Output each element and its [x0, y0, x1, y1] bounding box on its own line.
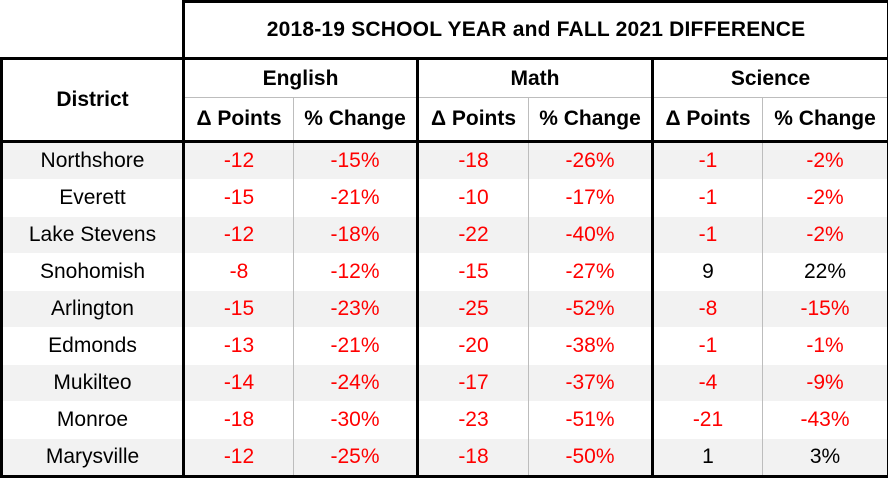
- english-points-cell: -15: [184, 291, 294, 328]
- science-change-cell: -2%: [763, 180, 888, 217]
- math-change-cell: -26%: [529, 142, 653, 180]
- subject-header-science: Science: [653, 59, 888, 98]
- table-title: 2018-19 SCHOOL YEAR and FALL 2021 DIFFER…: [184, 2, 888, 59]
- science-points-cell: -1: [653, 328, 763, 365]
- district-cell: Edmonds: [2, 328, 184, 365]
- math-change-cell: -27%: [529, 254, 653, 291]
- english-points-cell: -18: [184, 402, 294, 439]
- science-points-cell: 1: [653, 439, 763, 477]
- math-points-cell: -15: [418, 254, 529, 291]
- english-change-cell: -15%: [294, 142, 418, 180]
- district-cell: Arlington: [2, 291, 184, 328]
- english-change-cell: -30%: [294, 402, 418, 439]
- english-change-cell: -21%: [294, 180, 418, 217]
- english-change-cell: -25%: [294, 439, 418, 477]
- math-change-header: % Change: [529, 98, 653, 142]
- science-change-cell: -2%: [763, 142, 888, 180]
- math-change-cell: -38%: [529, 328, 653, 365]
- english-points-cell: -12: [184, 217, 294, 254]
- table-body: Northshore-12-15%-18-26%-1-2%Everett-15-…: [2, 142, 888, 477]
- math-points-header: Δ Points: [418, 98, 529, 142]
- math-points-cell: -17: [418, 365, 529, 402]
- district-cell: Northshore: [2, 142, 184, 180]
- science-change-cell: 3%: [763, 439, 888, 477]
- science-change-cell: -15%: [763, 291, 888, 328]
- english-change-cell: -21%: [294, 328, 418, 365]
- table-row: Mukilteo-14-24%-17-37%-4-9%: [2, 365, 888, 402]
- district-cell: Monroe: [2, 402, 184, 439]
- district-cell: Everett: [2, 180, 184, 217]
- math-change-cell: -51%: [529, 402, 653, 439]
- table-row: Arlington-15-23%-25-52%-8-15%: [2, 291, 888, 328]
- math-points-cell: -18: [418, 142, 529, 180]
- corner-blank: [2, 2, 184, 59]
- subject-header-english: English: [184, 59, 418, 98]
- math-change-cell: -40%: [529, 217, 653, 254]
- math-change-cell: -52%: [529, 291, 653, 328]
- science-points-cell: 9: [653, 254, 763, 291]
- science-points-cell: -1: [653, 180, 763, 217]
- english-change-cell: -12%: [294, 254, 418, 291]
- english-change-cell: -23%: [294, 291, 418, 328]
- math-points-cell: -23: [418, 402, 529, 439]
- math-change-cell: -37%: [529, 365, 653, 402]
- science-change-cell: -9%: [763, 365, 888, 402]
- district-cell: Lake Stevens: [2, 217, 184, 254]
- table-row: Everett-15-21%-10-17%-1-2%: [2, 180, 888, 217]
- math-change-cell: -17%: [529, 180, 653, 217]
- district-cell: Snohomish: [2, 254, 184, 291]
- english-points-cell: -13: [184, 328, 294, 365]
- math-change-cell: -50%: [529, 439, 653, 477]
- english-change-cell: -24%: [294, 365, 418, 402]
- english-points-cell: -8: [184, 254, 294, 291]
- english-change-cell: -18%: [294, 217, 418, 254]
- math-points-cell: -18: [418, 439, 529, 477]
- science-change-cell: -43%: [763, 402, 888, 439]
- district-cell: Mukilteo: [2, 365, 184, 402]
- table-row: Edmonds-13-21%-20-38%-1-1%: [2, 328, 888, 365]
- english-points-cell: -15: [184, 180, 294, 217]
- math-points-cell: -10: [418, 180, 529, 217]
- science-change-cell: 22%: [763, 254, 888, 291]
- english-change-header: % Change: [294, 98, 418, 142]
- math-points-cell: -22: [418, 217, 529, 254]
- district-cell: Marysville: [2, 439, 184, 477]
- science-points-cell: -8: [653, 291, 763, 328]
- science-change-header: % Change: [763, 98, 888, 142]
- science-points-cell: -1: [653, 217, 763, 254]
- english-points-header: Δ Points: [184, 98, 294, 142]
- english-points-cell: -12: [184, 142, 294, 180]
- english-points-cell: -12: [184, 439, 294, 477]
- math-points-cell: -20: [418, 328, 529, 365]
- science-change-cell: -2%: [763, 217, 888, 254]
- district-header: District: [2, 59, 184, 142]
- table-row: Lake Stevens-12-18%-22-40%-1-2%: [2, 217, 888, 254]
- science-points-header: Δ Points: [653, 98, 763, 142]
- english-points-cell: -14: [184, 365, 294, 402]
- table-row: Northshore-12-15%-18-26%-1-2%: [2, 142, 888, 180]
- math-points-cell: -25: [418, 291, 529, 328]
- science-points-cell: -1: [653, 142, 763, 180]
- subject-header-math: Math: [418, 59, 653, 98]
- table-row: Monroe-18-30%-23-51%-21-43%: [2, 402, 888, 439]
- science-points-cell: -4: [653, 365, 763, 402]
- science-points-cell: -21: [653, 402, 763, 439]
- science-change-cell: -1%: [763, 328, 888, 365]
